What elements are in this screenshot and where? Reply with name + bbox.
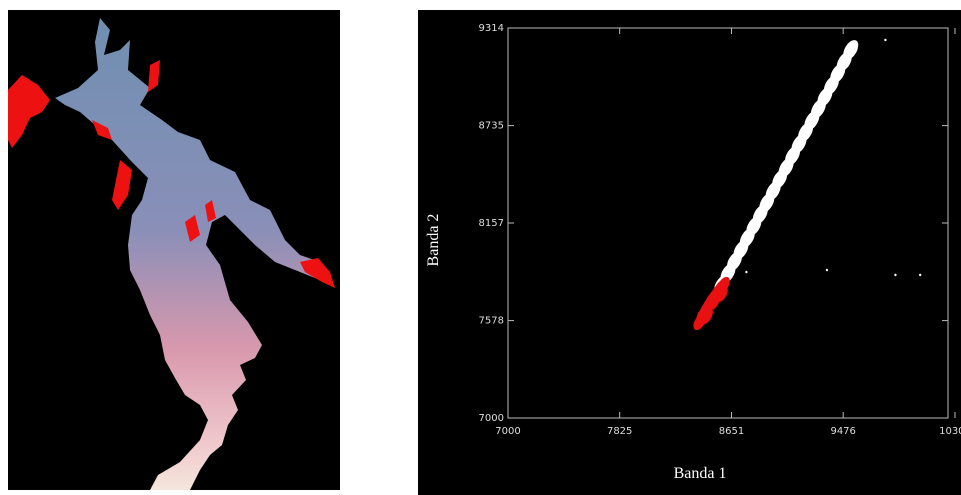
point bbox=[843, 40, 859, 60]
y-axis-title: Banda 2 bbox=[425, 214, 442, 267]
y-tick-label: 9314 bbox=[479, 23, 504, 34]
point bbox=[700, 307, 713, 325]
x-tick-label: 7000 bbox=[495, 426, 520, 437]
satellite-image bbox=[8, 10, 340, 490]
y-tick-label: 7578 bbox=[479, 316, 504, 327]
x-tick-label: 8651 bbox=[719, 426, 744, 437]
point bbox=[894, 273, 897, 277]
x-tick-label: 7825 bbox=[607, 426, 632, 437]
y-tick-label: 7000 bbox=[479, 413, 504, 424]
y-tick-label: 8157 bbox=[479, 218, 504, 229]
x-tick-label: 9476 bbox=[830, 426, 855, 437]
point bbox=[745, 270, 748, 274]
point bbox=[715, 285, 728, 303]
x-axis-title: Banda 1 bbox=[674, 465, 727, 482]
y-tick-label: 8735 bbox=[479, 121, 504, 132]
point bbox=[884, 38, 887, 42]
point bbox=[919, 273, 922, 277]
x-tick-label: 10302 bbox=[939, 426, 961, 437]
point bbox=[825, 268, 829, 272]
